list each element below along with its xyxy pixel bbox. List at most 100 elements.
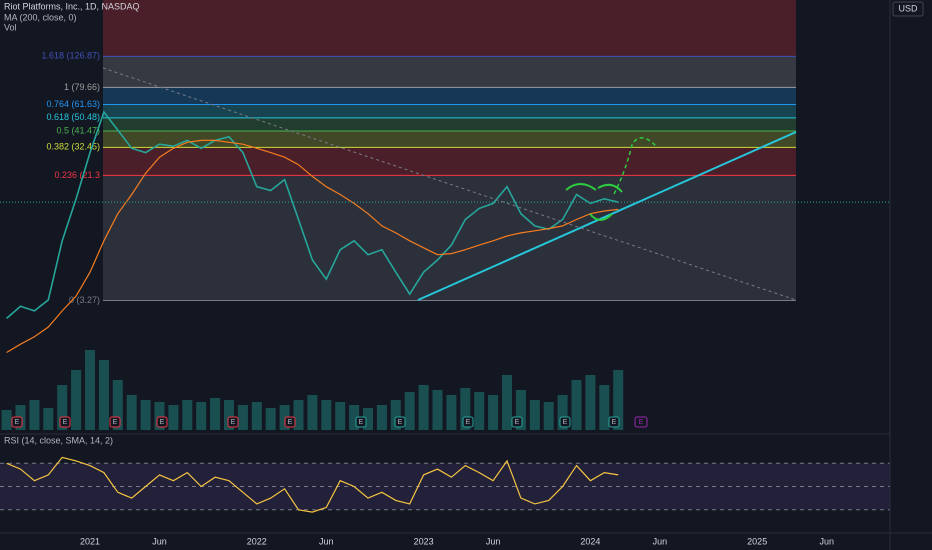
earnings-box (394, 416, 406, 428)
earnings-marker: E (113, 419, 118, 426)
volume-bar (140, 400, 151, 430)
volume-bar (182, 400, 193, 430)
volume-bar (224, 400, 234, 430)
earnings-marker: E (231, 419, 236, 426)
earnings-box (355, 416, 367, 428)
rsi-line (6, 456, 619, 513)
earnings-marker: E (398, 419, 403, 426)
volume-bar (418, 385, 429, 430)
earnings-box (109, 416, 121, 428)
x-tick-label: Jun (486, 536, 501, 546)
ma-line (6, 139, 619, 354)
earnings-box (156, 416, 168, 428)
currency[interactable]: USD (898, 3, 918, 13)
volume-bar (279, 405, 290, 430)
pattern-sketch (565, 183, 623, 221)
volume-bar (349, 405, 360, 430)
fib-label: 0.618 (50.48) (46, 112, 100, 122)
earnings-box (634, 416, 648, 428)
volume-bar (265, 408, 276, 430)
earnings-marker: E (563, 419, 568, 426)
fib-label: 1.618 (126.87) (41, 51, 100, 61)
volume-bar (335, 402, 346, 430)
volume-bar (71, 370, 82, 430)
volume-bar (474, 392, 485, 430)
earnings-box (559, 416, 571, 428)
x-tick-label: Jun (152, 536, 167, 546)
x-tick-label: 2022 (247, 536, 267, 546)
volume-bar (237, 405, 248, 430)
volume-bar (404, 392, 415, 430)
volume-bar (57, 385, 68, 430)
earnings-marker: E (160, 419, 165, 426)
volume-bar (321, 400, 332, 430)
volume-bar (1, 410, 12, 430)
rsi-band (0, 463, 890, 510)
fib-zone (103, 117, 796, 131)
volume-bar (585, 375, 596, 430)
trendline-dashed (102, 67, 797, 301)
earnings-box (462, 416, 474, 428)
volume-bar (488, 395, 499, 430)
earnings-box (59, 416, 71, 428)
volume-bar (599, 385, 610, 430)
x-tick-label: Jun (819, 536, 834, 546)
x-tick-label: Jun (653, 536, 668, 546)
x-tick-label: 2023 (414, 536, 434, 546)
rsi-label: RSI (14, close, SMA, 14, 2) (4, 435, 113, 445)
x-tick-label: 2024 (580, 536, 600, 546)
volume-bar (376, 405, 387, 430)
projection (613, 137, 657, 195)
earnings-marker: E (466, 419, 471, 426)
volume-bar (571, 380, 582, 430)
symbol-title: Riot Platforms, Inc., 1D, NASDAQ (4, 1, 140, 11)
volume-bar (196, 402, 207, 430)
earnings-marker: E (612, 419, 617, 426)
price-axis-bg (890, 0, 932, 550)
earnings-marker: E (63, 419, 68, 426)
volume-bar (390, 400, 401, 430)
trendline (417, 131, 797, 301)
earnings-marker: E (359, 419, 364, 426)
volume-bar (126, 395, 137, 430)
volume-bar (43, 408, 54, 430)
volume-bar (502, 375, 512, 430)
earnings-box (11, 416, 23, 428)
fib-label: 0.5 (41.47) (56, 125, 100, 135)
volume-bar (168, 405, 179, 430)
volume-bar (251, 402, 262, 430)
indicator-label: Vol (4, 22, 17, 32)
earnings-box (608, 416, 620, 428)
fib-label: 0.764 (61.63) (46, 99, 100, 109)
volume-bar (446, 395, 457, 430)
volume-bar (557, 395, 568, 430)
volume-bar (85, 350, 95, 430)
fib-zone (103, 147, 796, 176)
fib-label: 0.382 (32.45) (46, 142, 100, 152)
volume-bar (112, 380, 123, 430)
earnings-marker: E (515, 419, 520, 426)
volume-bar (515, 390, 526, 430)
fib-zone (103, 130, 796, 148)
earnings-marker: E (15, 419, 20, 426)
currency-box[interactable] (892, 1, 924, 17)
earnings-box (227, 416, 239, 428)
volume-bar (293, 400, 304, 430)
price-line (6, 110, 619, 320)
fib-zone (103, 56, 796, 88)
earnings-box (511, 416, 523, 428)
indicator-label: MA (200, close, 0) (4, 12, 77, 22)
fib-zone (103, 87, 796, 105)
volume-bar (98, 360, 109, 430)
fib-zone (103, 175, 796, 301)
volume-bar (613, 370, 624, 430)
volume-bar (543, 402, 554, 430)
volume-bar (210, 398, 221, 430)
volume-bar (432, 390, 443, 430)
volume-bar (29, 400, 40, 430)
earnings-marker: E (639, 419, 644, 426)
volume-bar (529, 400, 540, 430)
